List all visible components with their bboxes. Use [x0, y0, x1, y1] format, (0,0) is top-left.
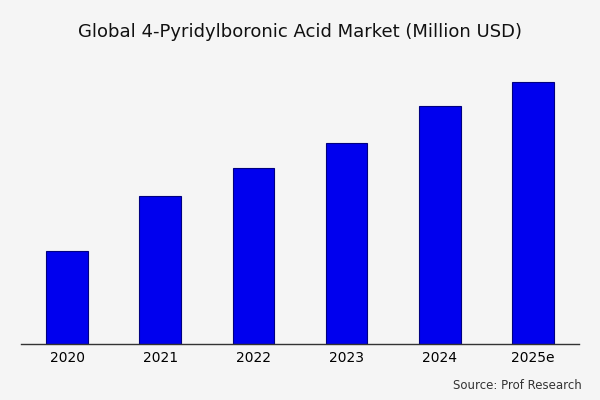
Bar: [139, 196, 181, 344]
Bar: [326, 144, 367, 344]
Bar: [512, 82, 554, 344]
Bar: [419, 106, 461, 344]
Bar: [46, 252, 88, 344]
Text: Source: Prof Research: Source: Prof Research: [453, 379, 582, 392]
Bar: [233, 168, 274, 344]
Title: Global 4-Pyridylboronic Acid Market (Million USD): Global 4-Pyridylboronic Acid Market (Mil…: [78, 23, 522, 41]
